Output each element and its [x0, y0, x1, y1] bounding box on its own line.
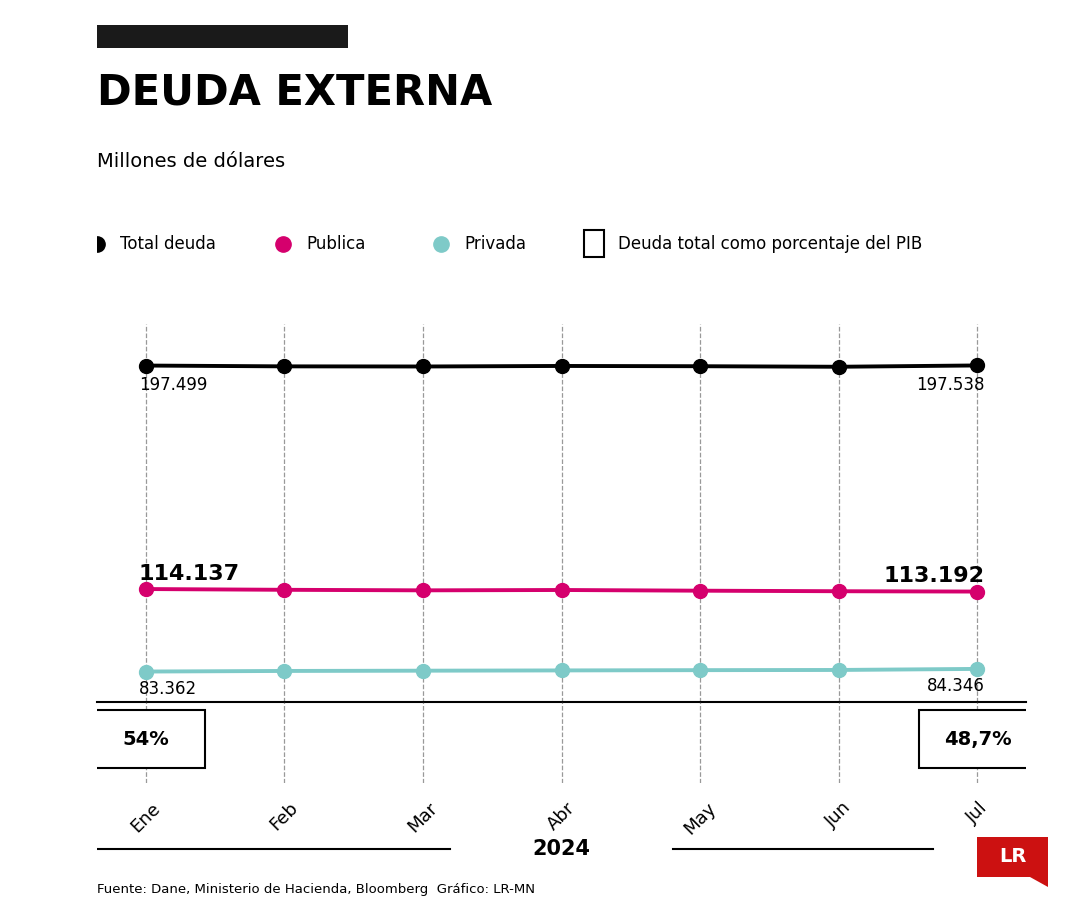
Text: 48,7%: 48,7% [944, 730, 1011, 749]
Text: 113.192: 113.192 [883, 566, 984, 586]
Text: DEUDA EXTERNA: DEUDA EXTERNA [97, 71, 492, 113]
Text: Feb: Feb [267, 799, 302, 834]
Text: Jun: Jun [823, 799, 855, 832]
Text: Ene: Ene [127, 799, 164, 835]
Text: 2024: 2024 [532, 839, 591, 859]
Text: May: May [680, 799, 719, 838]
Text: Jul: Jul [963, 799, 991, 827]
Text: Deuda total como porcentaje del PIB: Deuda total como porcentaje del PIB [618, 235, 922, 253]
Text: Mar: Mar [405, 799, 442, 835]
Text: 197.538: 197.538 [916, 376, 984, 394]
Text: Total deuda: Total deuda [121, 235, 216, 253]
FancyBboxPatch shape [97, 25, 348, 48]
FancyBboxPatch shape [977, 837, 1048, 877]
Text: 84.346: 84.346 [927, 677, 984, 695]
Text: Publica: Publica [307, 235, 365, 253]
Text: 114.137: 114.137 [139, 563, 240, 584]
Text: 197.499: 197.499 [139, 376, 207, 394]
Text: Abr: Abr [544, 799, 579, 833]
Text: Privada: Privada [464, 235, 526, 253]
Polygon shape [1030, 877, 1048, 886]
Text: LR: LR [999, 847, 1026, 866]
FancyBboxPatch shape [919, 710, 1037, 769]
FancyBboxPatch shape [584, 230, 605, 257]
Text: 83.362: 83.362 [139, 680, 197, 698]
Text: Millones de dólares: Millones de dólares [97, 151, 285, 171]
FancyBboxPatch shape [86, 710, 204, 769]
Text: Fuente: Dane, Ministerio de Hacienda, Bloomberg  Gráfico: LR-MN: Fuente: Dane, Ministerio de Hacienda, Bl… [97, 883, 536, 896]
Text: 54%: 54% [122, 730, 170, 749]
